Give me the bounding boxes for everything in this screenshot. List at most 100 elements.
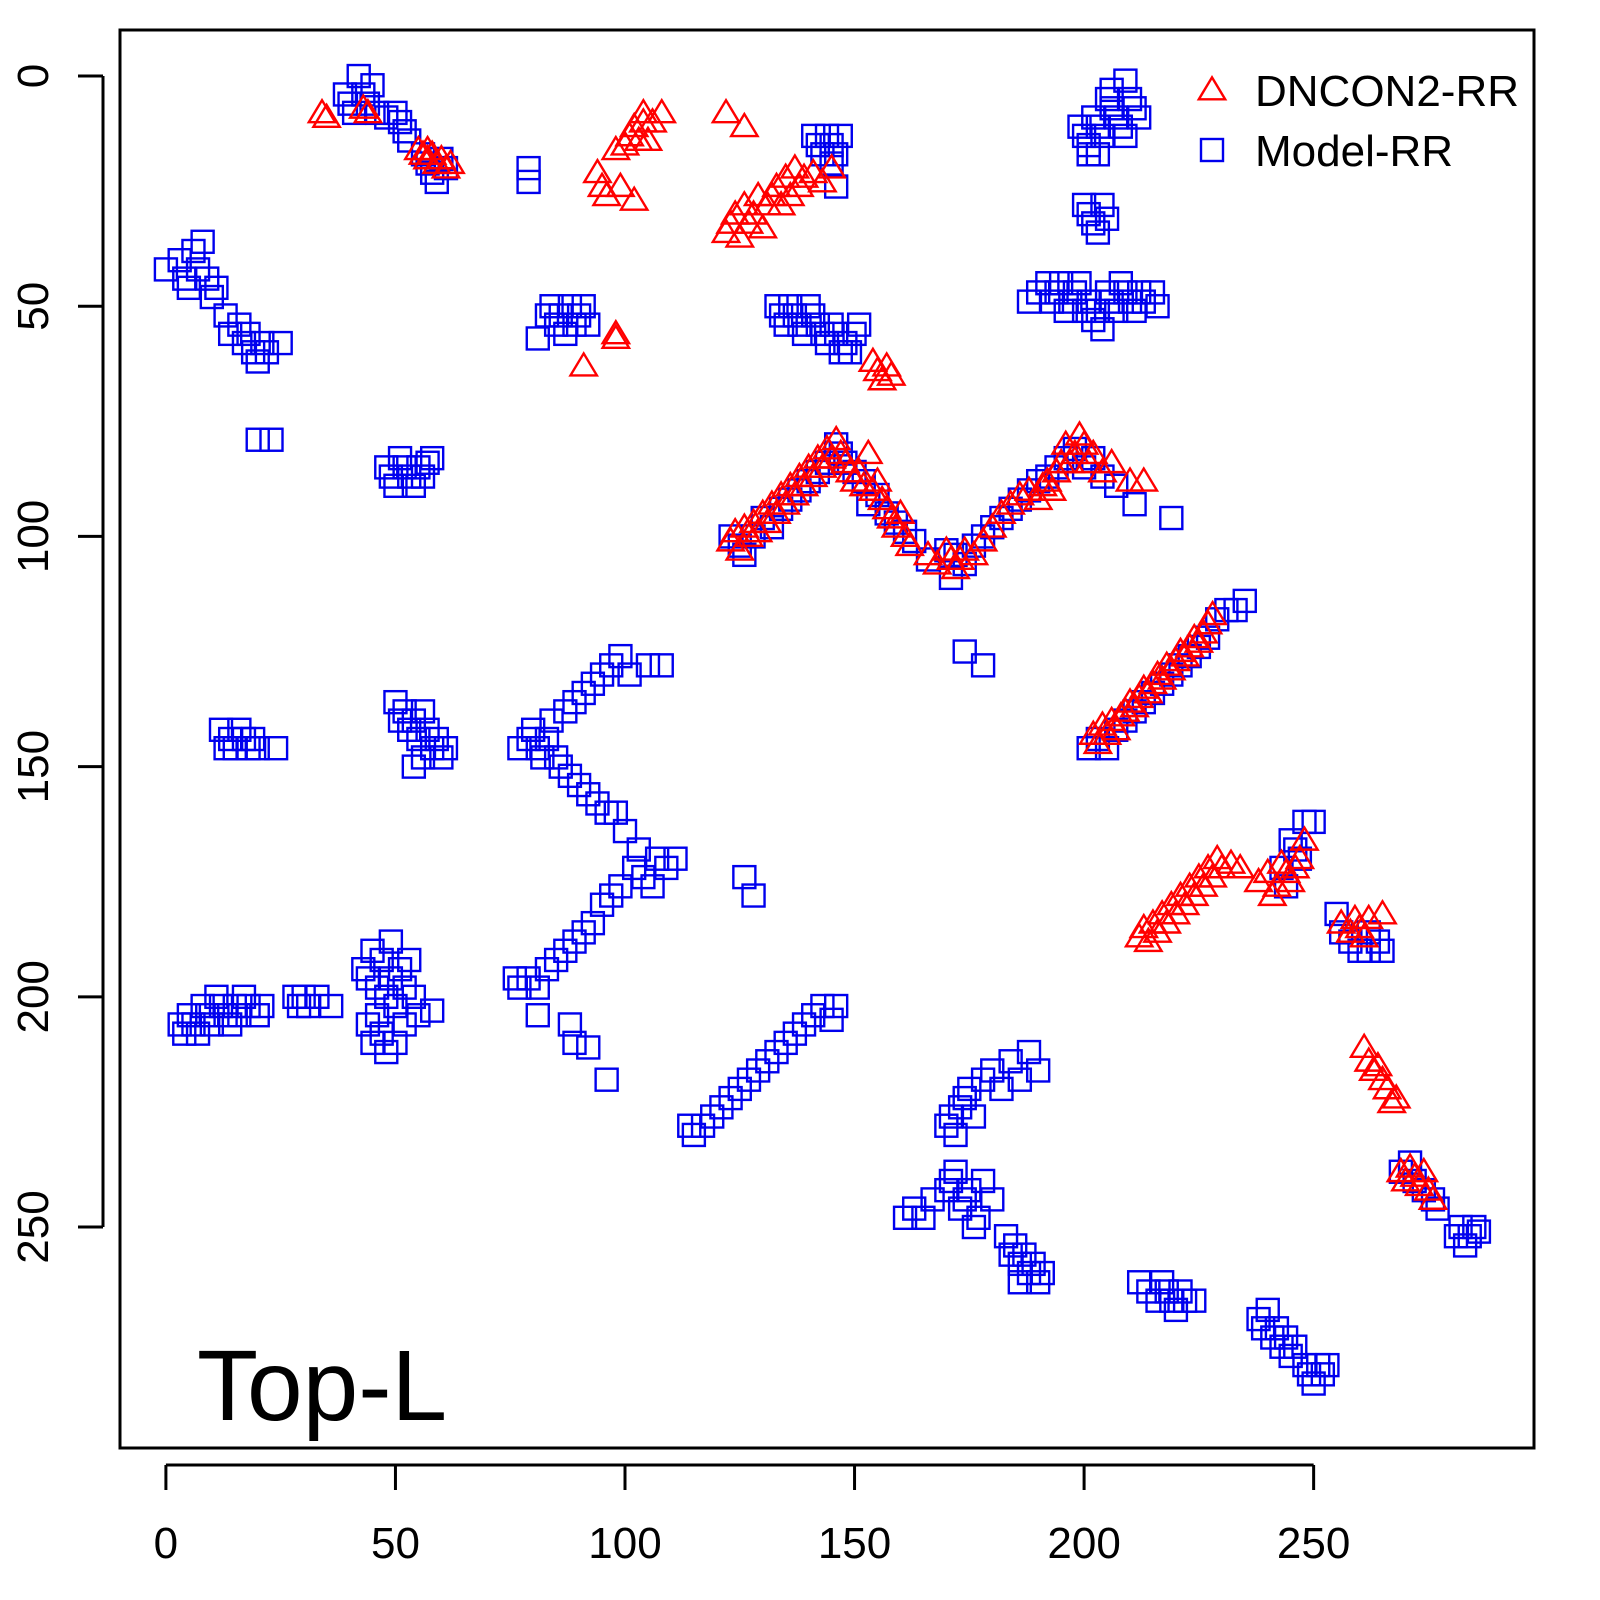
x-tick-label: 150	[818, 1519, 891, 1568]
data-point-square	[640, 874, 665, 899]
data-point-triangle	[875, 360, 907, 386]
data-point-square	[415, 450, 440, 475]
data-point-square	[1035, 271, 1060, 296]
data-point-triangle	[1036, 475, 1068, 501]
data-point-square	[378, 929, 404, 954]
data-point-square	[566, 772, 592, 798]
data-point-triangle	[816, 443, 847, 469]
data-point-square	[1199, 137, 1225, 163]
data-point-square	[245, 736, 270, 761]
data-point-square	[1071, 298, 1097, 324]
data-point-square	[167, 247, 192, 273]
data-point-triangle	[582, 157, 613, 184]
data-point-triangle	[1417, 1184, 1449, 1210]
data-point-square	[1273, 1325, 1299, 1350]
data-point-triangle	[1050, 429, 1082, 455]
data-point-square	[419, 445, 445, 471]
data-point-square	[553, 699, 578, 724]
data-point-square	[351, 82, 376, 107]
data-point-triangle	[912, 539, 944, 566]
data-point-square	[1003, 1233, 1028, 1258]
data-point-square	[796, 294, 821, 319]
data-point-triangle	[1133, 926, 1164, 953]
data-point-square	[337, 91, 362, 116]
series-model-rr	[153, 63, 1492, 1396]
data-point-triangle	[1284, 843, 1316, 870]
data-point-square	[842, 321, 867, 347]
data-point-square	[1126, 105, 1152, 130]
data-point-square	[961, 1104, 987, 1129]
data-point-square	[690, 1113, 716, 1138]
data-point-square	[318, 993, 344, 1019]
data-point-square	[296, 993, 321, 1019]
x-tick-label: 250	[1277, 1519, 1350, 1568]
y-tick-label: 100	[9, 500, 58, 573]
data-point-square	[608, 874, 633, 899]
data-point-square	[1104, 473, 1129, 498]
data-point-square	[282, 984, 307, 1010]
data-point-square	[773, 312, 798, 337]
data-point-square	[814, 123, 840, 149]
data-point-triangle	[600, 318, 632, 345]
data-point-triangle	[311, 102, 342, 129]
data-point-square	[1466, 1219, 1492, 1244]
x-tick-label: 0	[154, 1519, 178, 1568]
data-point-square	[1104, 298, 1129, 324]
data-point-square	[1113, 280, 1138, 305]
data-point-square	[856, 492, 881, 517]
data-point-triangle	[729, 111, 760, 138]
data-point-triangle	[788, 162, 820, 188]
data-point-triangle	[1348, 921, 1380, 948]
data-point-square	[185, 1021, 211, 1046]
data-point-square	[846, 312, 872, 337]
data-point-square	[810, 142, 835, 167]
data-point-triangle	[1335, 917, 1366, 943]
x-axis: 0 50 100 150 200 250	[154, 1463, 1350, 1568]
data-point-square	[970, 1067, 996, 1092]
data-point-square	[406, 726, 431, 752]
data-point-square	[392, 699, 417, 724]
data-point-triangle	[862, 466, 893, 492]
data-point-square	[594, 1067, 619, 1092]
data-point-square	[392, 975, 417, 1000]
data-point-triangle	[628, 97, 659, 124]
data-point-square	[360, 73, 385, 98]
data-point-square	[580, 671, 606, 696]
data-point-square	[732, 864, 757, 890]
data-point-triangle	[761, 171, 792, 198]
data-point-square	[516, 155, 541, 181]
data-point-triangle	[710, 97, 742, 124]
data-point-triangle	[637, 107, 668, 133]
data-point-square	[557, 763, 583, 789]
data-point-triangle	[995, 489, 1026, 515]
data-point-square	[406, 455, 431, 480]
data-point-square	[401, 754, 427, 779]
data-point-square	[952, 1187, 977, 1212]
data-point-square	[1145, 294, 1170, 319]
data-point-square	[782, 1021, 808, 1046]
data-point-square	[516, 169, 541, 195]
data-point-square	[387, 956, 413, 982]
data-point-square	[745, 1058, 771, 1083]
data-point-square	[429, 745, 454, 770]
data-point-triangle	[885, 498, 916, 524]
data-point-square	[401, 473, 427, 498]
data-point-triangle	[352, 97, 384, 124]
data-point-square	[1016, 1039, 1042, 1065]
data-point-square	[406, 1003, 431, 1028]
data-point-triangle	[1142, 659, 1173, 686]
data-point-square	[1085, 220, 1111, 245]
legend-label-dncon2-rr: DNCON2-RR	[1255, 67, 1519, 116]
data-point-triangle	[967, 526, 999, 552]
data-point-square	[520, 717, 546, 742]
data-point-triangle	[719, 199, 751, 225]
data-point-square	[401, 984, 427, 1010]
data-point-square	[236, 993, 261, 1019]
data-point-square	[562, 1030, 587, 1056]
data-point-square	[553, 938, 578, 963]
data-point-square	[801, 123, 826, 149]
data-point-square	[617, 662, 642, 687]
data-point-square	[419, 736, 445, 761]
data-point-square	[1007, 1270, 1033, 1295]
data-point-square	[516, 726, 541, 752]
